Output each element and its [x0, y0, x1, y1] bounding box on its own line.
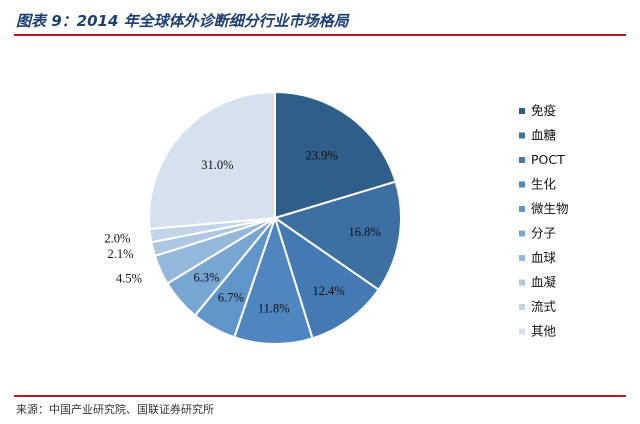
slice-label-5: 6.3%: [193, 271, 219, 285]
legend-swatch-2: [519, 157, 525, 163]
legend-swatch-0: [519, 108, 525, 114]
slice-label-6: 4.5%: [116, 271, 142, 285]
legend-label-1: 血糖: [531, 128, 557, 143]
legend-swatch-8: [519, 304, 525, 310]
pie-slice-9: [148, 90, 276, 231]
legend-swatch-3: [519, 181, 525, 188]
legend-label-5: 分子: [531, 226, 556, 241]
pie-slice-3: [233, 214, 314, 345]
legend-label-4: 微生物: [531, 201, 569, 216]
source-note: 来源：中国产业研究院、国联证券研究所: [16, 403, 214, 416]
legend-label-6: 血球: [531, 250, 557, 265]
slice-label-0: 23.9%: [305, 148, 337, 162]
slice-label-1: 16.8%: [348, 225, 380, 239]
legend-label-9: 其他: [531, 324, 557, 339]
pie-slice-2: [273, 215, 380, 340]
legend-label-0: 免疫: [531, 103, 556, 118]
slice-label-2: 12.4%: [313, 284, 345, 298]
top-rule: [14, 34, 626, 36]
legend-swatch-6: [519, 255, 525, 261]
slice-label-9: 31.0%: [201, 158, 233, 172]
legend-label-2: POCT: [531, 152, 565, 167]
chart-title: 图表 9：2014 年全球体外诊断细分行业市场格局: [16, 12, 349, 30]
legend-swatch-1: [519, 132, 525, 139]
pie-slice-0: [274, 90, 397, 220]
legend-swatch-5: [519, 230, 525, 237]
legend-label-3: 生化: [531, 177, 557, 192]
legend-swatch-9: [519, 328, 525, 335]
legend-label-7: 血凝: [531, 275, 557, 290]
slice-label-7: 2.1%: [107, 247, 133, 261]
pie-slice-1: [272, 180, 402, 292]
slice-label-3: 11.8%: [258, 302, 290, 316]
legend-swatch-7: [519, 279, 525, 286]
legend-label-8: 流式: [531, 299, 557, 314]
slice-label-8: 2.0%: [104, 231, 130, 245]
slice-label-4: 6.7%: [218, 290, 244, 304]
legend-swatch-4: [519, 206, 525, 212]
bottom-rule: [14, 395, 626, 397]
